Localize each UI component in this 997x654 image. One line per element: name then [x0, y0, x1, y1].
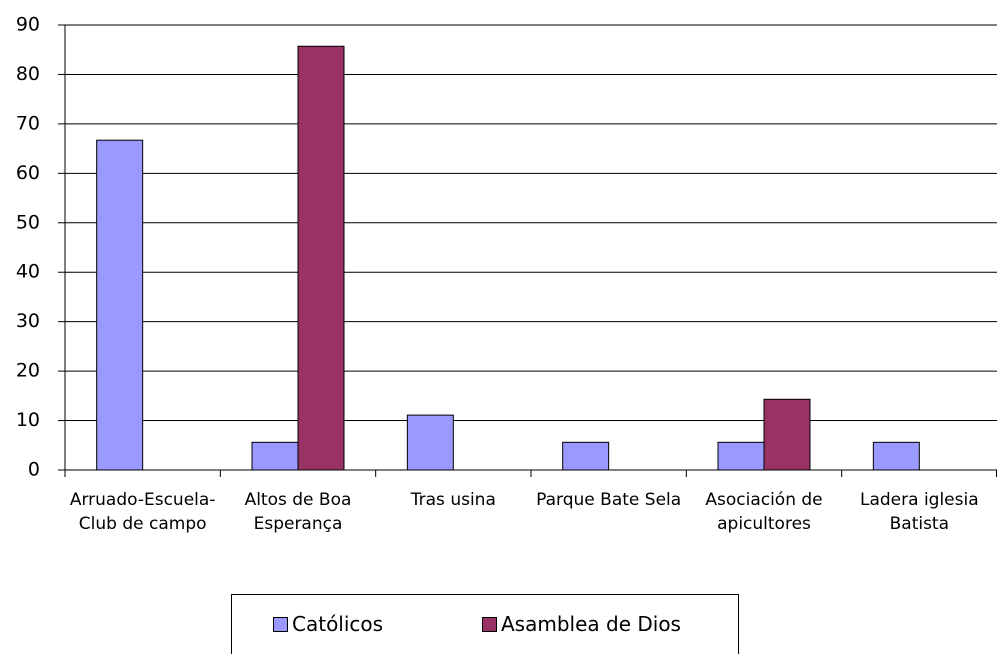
legend: Católicos Asamblea de Dios [231, 594, 739, 654]
legend-swatch [273, 616, 288, 632]
bar [406, 414, 454, 471]
legend-item: Asamblea de Dios [482, 612, 681, 636]
x-tick-label: Parque Bate Sela [536, 490, 682, 510]
y-tick-label: 40 [16, 261, 40, 283]
x-tick-label: Tras usina [410, 490, 496, 510]
x-tick-label: Altos de Boa Esperança [244, 490, 352, 534]
bar [251, 441, 299, 471]
bar [872, 441, 920, 471]
y-tick-label: 80 [16, 63, 40, 85]
y-tick-label: 70 [16, 112, 40, 134]
y-tick-label: 90 [16, 14, 40, 36]
bar [96, 139, 144, 471]
y-tick-label: 20 [16, 360, 40, 382]
y-tick-label: 60 [16, 162, 40, 184]
bar [763, 398, 811, 471]
x-tick-label: Arruado-Escuela- Club de campo [69, 490, 216, 534]
y-tick-label: 50 [16, 211, 40, 233]
x-tick-label: Ladera iglesia Batista [860, 490, 979, 534]
y-tick-label: 0 [28, 459, 40, 481]
legend-label: Católicos [292, 612, 384, 636]
legend-swatch [482, 616, 497, 632]
y-tick-label: 30 [16, 310, 40, 332]
bar [297, 45, 345, 471]
x-tick-label: Asociación de apicultores [705, 490, 823, 534]
legend-item: Católicos [273, 612, 383, 636]
bar [717, 441, 765, 471]
legend-label: Asamblea de Dios [501, 612, 681, 636]
y-tick-label: 10 [16, 409, 40, 431]
bar [562, 441, 610, 471]
